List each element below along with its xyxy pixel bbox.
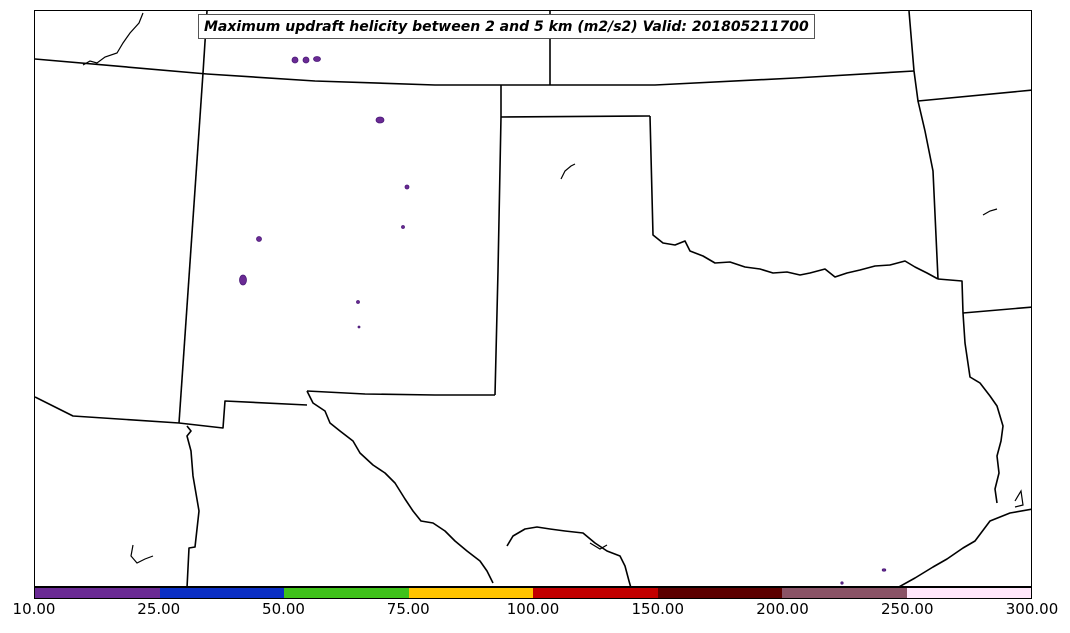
- border-kansas-missouri: [917, 100, 939, 280]
- helicity-cell: [357, 325, 361, 329]
- colorbar-tick-label: 10.00: [12, 600, 56, 618]
- colorbar-tick-label: 100.00: [506, 600, 560, 618]
- border-red-river: [649, 115, 939, 280]
- colorbar-segment: [657, 588, 782, 598]
- colorbar-segment: [35, 588, 160, 598]
- border-arizona-mexico: [186, 425, 200, 586]
- lake-reservoir-iowa: [982, 208, 998, 216]
- lake-reservoir-kansas: [560, 163, 576, 180]
- colorbar-tick-label: 200.00: [756, 600, 809, 618]
- helicity-cell: [313, 56, 321, 62]
- colorbar-segment: [284, 588, 409, 598]
- colorbar-tick-label: 25.00: [137, 600, 181, 618]
- helicity-cell: [256, 236, 262, 242]
- helicity-cell: [375, 116, 385, 124]
- border-nevada-arizona: [35, 396, 180, 424]
- lake-reservoir-louisiana: [1014, 489, 1024, 508]
- border-utah-wyoming: [35, 58, 208, 75]
- helicity-cell: [356, 300, 360, 304]
- border-rio-grande-east: [506, 526, 632, 586]
- colorbar-tick-label: 150.00: [631, 600, 685, 618]
- helicity-cell: [881, 568, 887, 572]
- border-colorado-wyoming-nebraska: [206, 70, 915, 86]
- colorbar-tick-label: 75.00: [386, 600, 430, 618]
- colorbar-segment: [782, 588, 907, 598]
- border-nebraska-iowa: [908, 11, 1031, 102]
- helicity-cell: [401, 225, 405, 229]
- lake-reservoir-texas: [589, 542, 608, 550]
- border-texas-arkansas: [937, 278, 964, 314]
- border-new-mexico-mexico: [178, 400, 308, 429]
- border-oklahoma-panhandle-texas: [494, 116, 502, 396]
- helicity-cell: [291, 56, 299, 64]
- colorbar-segment: [408, 588, 533, 598]
- state-borders: [35, 11, 1031, 586]
- colorbar-labels: 10.00 25.00 50.00 75.00 100.00 150.00 200.00 25…: [0, 600, 1070, 626]
- helicity-cell: [239, 274, 247, 286]
- lakes: [82, 12, 1024, 564]
- border-colorado-utah-az-nm: [178, 72, 204, 424]
- lake-great-salt: [82, 12, 144, 66]
- border-texas-louisiana: [962, 312, 1004, 504]
- colorbar-segment: [533, 588, 658, 598]
- colorbar-tick-label: 50.00: [262, 600, 305, 618]
- border-rio-grande: [306, 390, 494, 584]
- colorbar-segment: [159, 588, 284, 598]
- helicity-cell: [302, 56, 310, 64]
- colorbar-tick-label: 300.00: [1005, 600, 1059, 618]
- border-new-mexico-texas-south: [306, 390, 495, 396]
- helicity-cell: [404, 184, 410, 190]
- helicity-cells: [239, 56, 887, 585]
- helicity-cell: [840, 581, 844, 585]
- colorbar-segment: [906, 588, 1031, 598]
- map-panel: [34, 10, 1032, 587]
- gulf-coastline: [898, 508, 1031, 586]
- colorbar: [34, 587, 1032, 599]
- border-kansas-oklahoma: [500, 115, 651, 118]
- lake-reservoir-arizona: [130, 544, 154, 564]
- map-title: Maximum updraft helicity between 2 and 5…: [198, 14, 815, 39]
- border-missouri-arkansas: [962, 306, 1031, 314]
- colorbar-tick-label: 250.00: [881, 600, 934, 618]
- map-canvas: [35, 11, 1031, 586]
